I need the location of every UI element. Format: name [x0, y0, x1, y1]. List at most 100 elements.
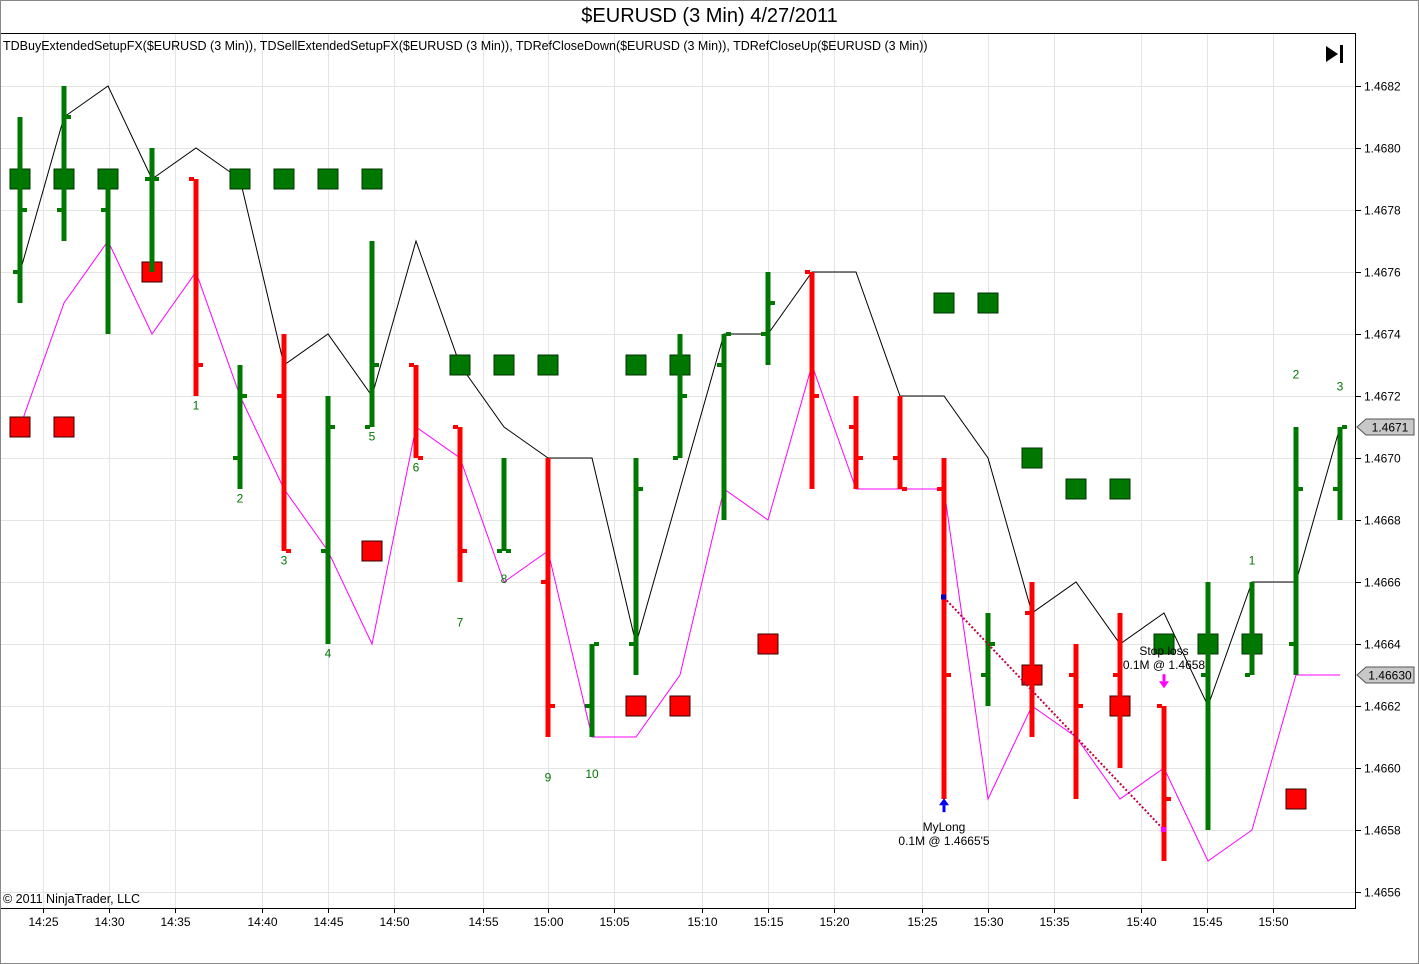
- bar-close-tick: [550, 704, 555, 708]
- bar-open-tick: [1157, 704, 1162, 708]
- bar-range: [17, 117, 23, 303]
- indicator-legend: TDBuyExtendedSetupFX($EURUSD (3 Min)), T…: [3, 39, 928, 53]
- x-tick-label: 14:50: [379, 915, 409, 929]
- skip-to-end-icon[interactable]: [1322, 42, 1348, 66]
- x-tick-label: 15:20: [819, 915, 849, 929]
- bar-range: [985, 613, 991, 706]
- bar-close-tick: [22, 208, 27, 212]
- bar-range: [105, 179, 111, 334]
- setup-count-label: 4: [325, 646, 332, 660]
- bar-open-tick: [761, 332, 766, 336]
- bar-open-tick: [717, 363, 722, 367]
- ohlc-bar: [541, 458, 555, 737]
- bar-range: [149, 148, 155, 272]
- bar-close-tick: [726, 332, 731, 336]
- bar-range: [589, 644, 595, 737]
- bar-open-tick: [321, 549, 326, 553]
- bar-range: [1293, 427, 1299, 675]
- buy-setup-marker: [537, 354, 559, 376]
- bar-open-tick: [189, 177, 194, 181]
- bar-range: [809, 272, 815, 489]
- ohlc-bar: [937, 458, 951, 799]
- bar-close-tick: [374, 363, 379, 367]
- ohlc-bar: [629, 458, 643, 675]
- ohlc-bar: [321, 396, 335, 644]
- ohlc-bar: [365, 241, 379, 429]
- sell-setup-marker: [669, 695, 691, 717]
- ohlc-bar: [57, 86, 71, 241]
- bar-range: [853, 396, 859, 489]
- buy-setup-marker: [625, 354, 647, 376]
- x-tick-label: 15:00: [533, 915, 563, 929]
- bar-close-tick: [110, 177, 115, 181]
- ohlc-bar: [1113, 613, 1127, 768]
- setup-count-label: 1: [1249, 553, 1256, 567]
- ohlc-bar: [233, 365, 247, 489]
- x-tick-label: 14:30: [94, 915, 124, 929]
- bar-open-tick: [1113, 673, 1118, 677]
- bar-open-tick: [13, 270, 18, 274]
- setup-count-label: 3: [1337, 380, 1344, 394]
- bar-close-tick: [286, 549, 291, 553]
- bar-open-tick: [629, 642, 634, 646]
- buy-setup-marker: [229, 168, 251, 190]
- setup-markers: [9, 168, 1307, 810]
- price-marker-tag: [1356, 418, 1415, 436]
- bar-range: [457, 427, 463, 582]
- bar-open-tick: [1025, 611, 1030, 615]
- ohlc-bar: [1245, 582, 1259, 677]
- y-axis: 1.4656 1.4658 1.4660 1.4662 1.4664 1.4666 1.46…: [1355, 80, 1415, 900]
- grid-lines: [1, 34, 1355, 908]
- buy-setup-marker: [449, 354, 471, 376]
- bar-close-tick: [1298, 487, 1303, 491]
- ohlc-bar: [1025, 582, 1039, 737]
- x-tick-label: 15:15: [753, 915, 783, 929]
- ohlc-bar: [1069, 644, 1083, 799]
- x-tick-label: 15:30: [973, 915, 1003, 929]
- bar-open-tick: [409, 363, 414, 367]
- bar-range: [369, 241, 375, 427]
- entry-name-label: MyLong: [923, 820, 966, 834]
- entry-marker: [941, 594, 946, 600]
- y-tick-label: 1.4670: [1364, 452, 1401, 466]
- ohlc-bar: [1157, 704, 1171, 861]
- bar-close-tick: [1166, 797, 1171, 801]
- bar-close-tick: [462, 549, 467, 553]
- bar-close-tick: [1122, 704, 1127, 708]
- bar-range: [897, 396, 903, 489]
- y-tick-label: 1.4678: [1364, 204, 1401, 218]
- x-tick-label: 14:25: [28, 915, 58, 929]
- bar-open-tick: [1069, 673, 1074, 677]
- bar-close-tick: [1342, 425, 1347, 429]
- buy-setup-marker: [977, 292, 999, 314]
- bar-close-tick: [154, 177, 159, 181]
- ohlc-bar: [673, 334, 687, 460]
- bar-close-tick: [990, 642, 995, 646]
- sell-setup-marker: [757, 633, 779, 655]
- bar-range: [545, 458, 551, 737]
- ohlc-bar: [849, 396, 863, 489]
- bar-range: [193, 179, 199, 396]
- bar-close-tick: [1210, 642, 1215, 646]
- bar-range: [1161, 706, 1167, 861]
- bar-open-tick: [233, 456, 238, 460]
- bar-range: [721, 334, 727, 520]
- entry-arrow-stem: [942, 805, 946, 813]
- bar-open-tick: [453, 425, 458, 429]
- y-tick-label: 1.4660: [1364, 762, 1401, 776]
- bar-range: [501, 458, 507, 551]
- x-tick-label: 14:55: [468, 915, 498, 929]
- x-tick-label: 15:05: [599, 915, 629, 929]
- plot-area-frame: [0, 33, 1356, 909]
- bar-open-tick: [1333, 487, 1338, 491]
- ohlc-bar: [189, 177, 203, 396]
- copyright-notice: © 2011 NinjaTrader, LLC: [3, 892, 141, 906]
- chart-title: $EURUSD (3 Min) 4/27/2011: [581, 5, 838, 27]
- bar-open-tick: [673, 456, 678, 460]
- bar-open-tick: [145, 177, 150, 181]
- ohlc-bar: [981, 613, 995, 706]
- price-bars: [13, 86, 1347, 861]
- bar-close-tick: [946, 673, 951, 677]
- x-tick-label: 14:35: [160, 915, 190, 929]
